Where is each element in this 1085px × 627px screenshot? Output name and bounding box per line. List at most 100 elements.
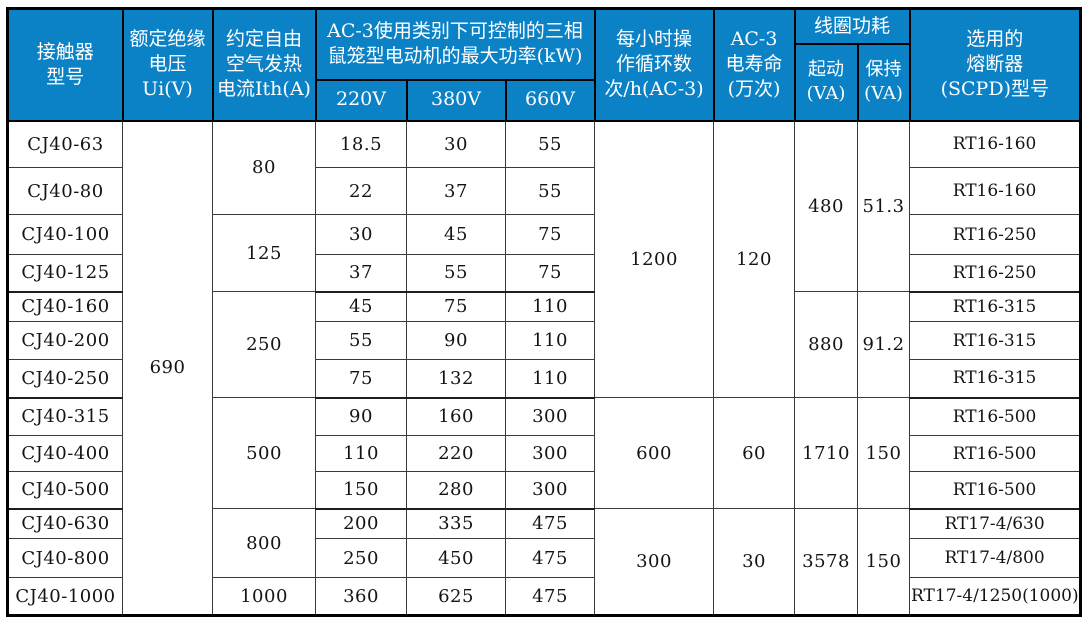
cell-fuse: RT17-4/800: [909, 538, 1082, 578]
cell-kw220: 200: [315, 508, 407, 539]
cell-fuse: RT16-250: [909, 214, 1082, 255]
cell-ith: 80: [212, 120, 316, 215]
cell-kw660: 55: [504, 167, 596, 215]
cell-ith: 250: [212, 291, 316, 398]
cell-kw660: 110: [504, 291, 596, 322]
cell-model: CJ40-63: [7, 120, 123, 168]
cell-hold-va: 51.3: [857, 120, 911, 292]
cell-kw220: 18.5: [315, 120, 407, 168]
header-insulation-voltage: 额定绝缘 电压Ui(V): [121, 7, 214, 122]
header-660v: 660V: [504, 78, 596, 122]
cell-kw380: 75: [406, 291, 506, 322]
cell-life: 30: [713, 508, 796, 616]
cell-model: CJ40-630: [7, 508, 123, 539]
cell-model: CJ40-100: [7, 214, 123, 255]
cell-ui: 690: [122, 120, 213, 616]
header-operating-cycles: 每小时操 作循环数 次/h(AC-3): [593, 7, 715, 122]
cell-fuse: RT16-500: [909, 471, 1082, 510]
cell-kw380: 90: [406, 321, 506, 360]
cell-model: CJ40-500: [7, 471, 123, 510]
cell-kw220: 45: [315, 291, 407, 322]
cell-kw660: 475: [504, 577, 596, 616]
cell-fuse: RT16-315: [909, 321, 1082, 360]
cell-kw220: 55: [315, 321, 407, 360]
cell-kw220: 30: [315, 214, 407, 255]
cell-model: CJ40-400: [7, 435, 123, 472]
cell-model: CJ40-160: [7, 291, 123, 322]
header-contactor-model: 接触器 型号: [6, 7, 124, 122]
cell-kw660: 75: [504, 214, 596, 255]
header-380v: 380V: [405, 78, 507, 122]
table-header: 接触器 型号 额定绝缘 电压Ui(V) 约定自由 空气发热 电流Ith(A) A…: [6, 7, 1082, 122]
cell-kw380: 280: [406, 471, 506, 510]
cell-fuse: RT16-500: [909, 397, 1082, 436]
cell-kw220: 22: [315, 167, 407, 215]
table-body: CJ40-63 690 80 18.5 30 55 1200 120 480 51.3 RT16-1…: [7, 120, 1082, 616]
cell-kw660: 110: [504, 359, 596, 399]
cell-model: CJ40-80: [7, 167, 123, 215]
cell-kw220: 150: [315, 471, 407, 510]
cell-start-va: 1710: [794, 397, 859, 509]
cell-fuse: RT16-160: [909, 167, 1082, 215]
cell-kw220: 360: [315, 577, 407, 616]
cell-model: CJ40-250: [7, 359, 123, 399]
cell-ith: 1000: [212, 577, 316, 616]
cell-kw380: 220: [406, 435, 506, 472]
cell-fuse: RT16-315: [909, 359, 1082, 399]
header-coil-power-group: 线圈功耗: [793, 7, 911, 45]
cell-kw660: 300: [504, 471, 596, 510]
cell-ith: 800: [212, 508, 316, 578]
cell-ith: 500: [212, 397, 316, 509]
cell-hold-va: 150: [857, 397, 911, 509]
cell-cycles: 600: [594, 397, 715, 509]
header-electrical-life: AC-3 电寿命 (万次): [712, 7, 796, 122]
cell-kw220: 250: [315, 538, 407, 578]
cell-kw660: 300: [504, 435, 596, 472]
cell-kw380: 160: [406, 397, 506, 436]
cell-hold-va: 91.2: [857, 291, 911, 398]
cell-kw660: 110: [504, 321, 596, 360]
cell-start-va: 480: [794, 120, 859, 292]
header-coil-start: 起动 (VA): [793, 42, 859, 122]
cell-fuse: RT17-4/630: [909, 508, 1082, 539]
cell-life: 60: [713, 397, 796, 509]
cell-hold-va: 150: [857, 508, 911, 616]
cell-kw380: 45: [406, 214, 506, 255]
cell-kw220: 37: [315, 254, 407, 293]
cell-model: CJ40-125: [7, 254, 123, 293]
header-thermal-current: 约定自由 空气发热 电流Ith(A): [211, 7, 317, 122]
cell-start-va: 880: [794, 291, 859, 398]
cell-kw220: 90: [315, 397, 407, 436]
cell-kw660: 475: [504, 508, 596, 539]
cell-kw660: 55: [504, 120, 596, 168]
cell-kw380: 30: [406, 120, 506, 168]
cell-kw380: 625: [406, 577, 506, 616]
cell-cycles: 300: [594, 508, 715, 616]
cell-kw660: 475: [504, 538, 596, 578]
cell-model: CJ40-800: [7, 538, 123, 578]
cell-fuse: RT16-500: [909, 435, 1082, 472]
cell-fuse: RT16-160: [909, 120, 1082, 168]
header-max-power-group: AC-3使用类别下可控制的三相 鼠笼型电动机的最大功率(kW): [314, 7, 596, 81]
cell-kw380: 450: [406, 538, 506, 578]
cell-fuse: RT17-4/1250(1000): [909, 577, 1082, 616]
cell-kw380: 37: [406, 167, 506, 215]
cell-fuse: RT16-315: [909, 291, 1082, 322]
cell-ith: 125: [212, 214, 316, 292]
cell-kw220: 110: [315, 435, 407, 472]
cell-cycles: 1200: [594, 120, 715, 398]
cell-model: CJ40-1000: [7, 577, 123, 616]
header-fuse-type: 选用的 熔断器 (SCPD)型号: [908, 7, 1082, 122]
cell-kw660: 75: [504, 254, 596, 293]
cell-model: CJ40-200: [7, 321, 123, 360]
header-220v: 220V: [314, 78, 408, 122]
cell-start-va: 3578: [794, 508, 859, 616]
cell-fuse: RT16-250: [909, 254, 1082, 293]
cell-kw220: 75: [315, 359, 407, 399]
header-coil-hold: 保持 (VA): [856, 42, 911, 122]
cell-kw380: 132: [406, 359, 506, 399]
cell-life: 120: [713, 120, 796, 398]
contactor-spec-table: 接触器 型号 额定绝缘 电压Ui(V) 约定自由 空气发热 电流Ith(A) A…: [6, 7, 1083, 617]
cell-kw380: 55: [406, 254, 506, 293]
cell-kw380: 335: [406, 508, 506, 539]
